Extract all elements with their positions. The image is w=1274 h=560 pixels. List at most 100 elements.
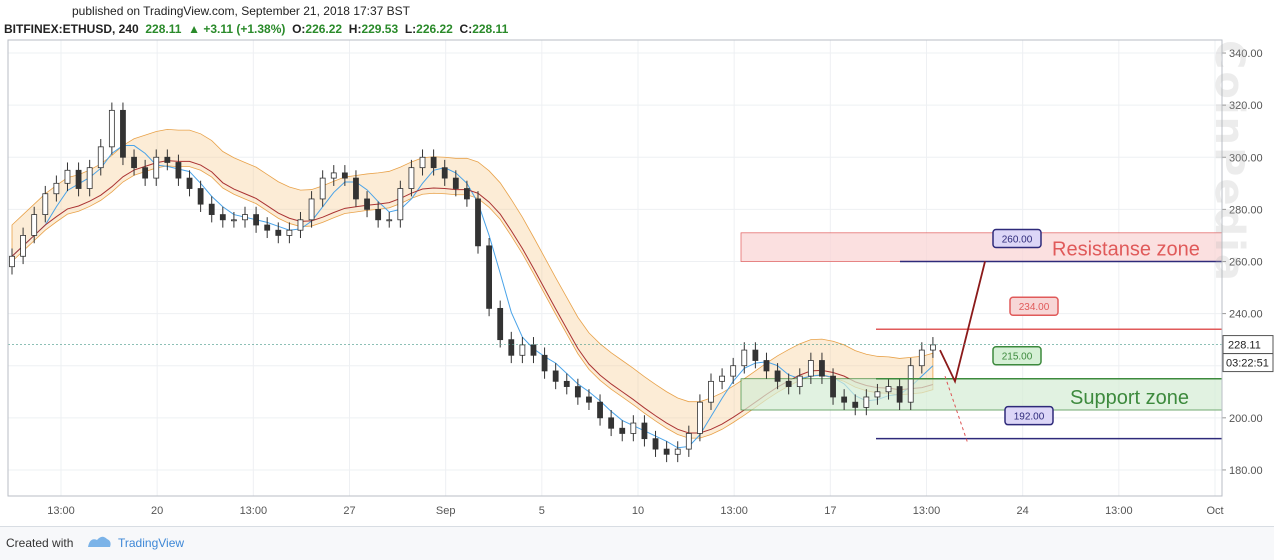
candle-body: [586, 396, 592, 403]
candle-body: [408, 167, 415, 189]
candle-body: [397, 188, 404, 221]
candle-body: [563, 380, 570, 387]
low-value: 226.22: [416, 22, 453, 36]
level-badge: [992, 345, 1042, 366]
candle-body: [918, 349, 925, 367]
candle-body: [663, 448, 670, 455]
resistance-zone-label: Resistanse zone: [1052, 238, 1200, 260]
candle-body: [341, 172, 348, 179]
candle-body: [330, 172, 337, 179]
last-price: 228.11: [145, 22, 182, 36]
watermark-text: CoinPedia: [1206, 40, 1252, 283]
candle-body: [708, 380, 714, 403]
y-tick-label: 280.00: [1229, 204, 1263, 216]
candle-body: [852, 401, 859, 408]
level-badge: [1009, 296, 1059, 316]
candle-body: [297, 219, 304, 231]
x-tick-label: 24: [1017, 505, 1029, 517]
high-value: 229.53: [361, 22, 399, 36]
candle-body: [552, 370, 559, 382]
x-tick-label: 17: [824, 505, 836, 517]
price-change: +3.11 (+1.38%): [203, 22, 286, 36]
candle-body: [231, 219, 237, 222]
support-zone-label: Support zone: [1070, 387, 1189, 409]
symbol-name[interactable]: BITFINEX:ETHUSD, 240: [4, 22, 139, 36]
candle-body: [164, 156, 171, 163]
x-tick-label: 20: [151, 505, 163, 517]
candle-body: [574, 386, 581, 398]
candle-body: [519, 344, 526, 356]
candle-body: [386, 219, 393, 222]
candle-body: [619, 427, 626, 434]
x-tick-label: 13:00: [1105, 505, 1133, 517]
x-tick-label: Sep: [436, 505, 456, 517]
candle-body: [64, 169, 71, 184]
candle-body: [208, 203, 215, 215]
zones: Resistanse zone Support zone: [740, 232, 1223, 411]
x-tick-label: 13:00: [240, 505, 268, 517]
open-value: 226.22: [305, 22, 343, 36]
open-label: O:: [292, 22, 306, 36]
candle-body: [430, 156, 437, 169]
y-tick-label: 180.00: [1229, 465, 1263, 477]
candle-body: [97, 146, 104, 169]
candle-body: [719, 375, 725, 382]
tradingview-logo-icon[interactable]: [86, 533, 112, 551]
grid-lines: [8, 40, 1222, 496]
candle-body: [830, 375, 836, 398]
candle-body: [841, 396, 848, 403]
published-caption: published on TradingView.com, September …: [72, 4, 410, 18]
candle-body: [186, 177, 193, 189]
x-tick-label: 13:00: [913, 505, 941, 517]
candle-body: [120, 109, 126, 158]
candle-body: [796, 375, 803, 387]
candle-body: [697, 401, 703, 434]
candle-body: [286, 229, 293, 236]
level-badge: [1004, 405, 1054, 426]
candle-body: [308, 198, 315, 221]
candle-body: [863, 396, 870, 408]
candle-body: [674, 448, 681, 455]
candle-body: [53, 182, 60, 195]
candle-body: [75, 169, 82, 189]
candle-body: [752, 349, 759, 361]
candle-body: [819, 360, 825, 377]
y-tick-label: 300.00: [1229, 152, 1263, 164]
support-zone: [740, 378, 1223, 411]
footer-bar: Created with TradingView: [0, 526, 1274, 560]
close-label: C:: [459, 22, 473, 36]
candle-body: [31, 214, 38, 236]
y-tick-label: 240.00: [1229, 309, 1263, 321]
candles: [9, 102, 936, 463]
candle-body: [253, 214, 259, 226]
candle-body: [685, 433, 692, 450]
x-tick-label: 5: [539, 505, 545, 517]
tradingview-link[interactable]: TradingView: [118, 536, 185, 550]
x-tick-label: 13:00: [47, 505, 75, 517]
candle-body: [153, 156, 160, 179]
candle-body: [907, 365, 914, 403]
candle-body: [219, 214, 226, 221]
plot-border: [7, 39, 1223, 497]
candle-body: [364, 198, 370, 210]
level-badge-label: 215.00: [1002, 352, 1033, 363]
x-tick-label: 10: [632, 505, 644, 517]
candle-body: [175, 162, 182, 179]
candle-body: [275, 229, 282, 236]
up-arrow-icon: ▲: [188, 22, 200, 36]
candle-body: [508, 339, 515, 356]
candle-body: [785, 380, 792, 387]
candle-body: [730, 365, 737, 377]
candle-body: [885, 386, 892, 393]
candle-body: [131, 156, 137, 169]
candle-body: [375, 208, 382, 221]
candle-body: [874, 391, 881, 398]
level-badge: [992, 228, 1042, 249]
y-tick-label: 260.00: [1229, 256, 1263, 268]
candle-body: [197, 188, 204, 205]
candle-body: [20, 235, 26, 257]
candle-body: [464, 188, 470, 200]
candle-body: [630, 422, 637, 434]
candle-body: [652, 438, 659, 450]
